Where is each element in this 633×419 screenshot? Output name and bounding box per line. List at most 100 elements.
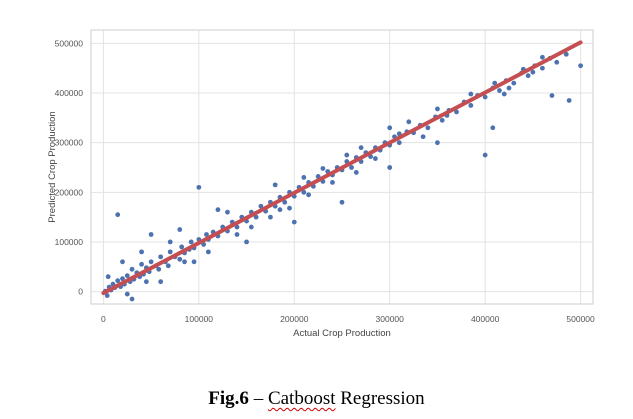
data-point bbox=[563, 51, 569, 57]
data-point bbox=[205, 249, 211, 255]
x-tick-label: 200000 bbox=[280, 314, 309, 324]
data-point bbox=[104, 293, 110, 298]
figure-caption: Fig.6 – Catboost Regression bbox=[0, 388, 633, 410]
x-axis-label: Actual Crop Production bbox=[293, 328, 391, 339]
data-point bbox=[506, 85, 512, 91]
data-point bbox=[165, 263, 171, 269]
x-tick-label: 0 bbox=[101, 314, 106, 324]
y-tick-label: 400000 bbox=[55, 88, 84, 98]
data-point bbox=[177, 227, 183, 232]
data-point bbox=[525, 73, 531, 79]
data-point bbox=[540, 54, 545, 60]
data-point bbox=[158, 254, 164, 260]
data-point bbox=[530, 69, 536, 75]
data-point bbox=[306, 192, 311, 198]
data-point bbox=[167, 239, 173, 245]
data-point bbox=[248, 224, 254, 230]
data-point bbox=[129, 296, 135, 302]
data-point bbox=[115, 212, 121, 218]
y-tick-label: 0 bbox=[78, 287, 83, 297]
x-tick-label: 100000 bbox=[185, 314, 214, 324]
x-tick-label: 400000 bbox=[471, 314, 500, 324]
data-point bbox=[373, 156, 378, 161]
data-point bbox=[301, 175, 307, 180]
data-point bbox=[115, 278, 121, 284]
data-point bbox=[143, 279, 149, 285]
data-point bbox=[234, 232, 240, 237]
x-tick-label: 500000 bbox=[566, 314, 595, 324]
data-point bbox=[225, 209, 230, 215]
data-point bbox=[349, 165, 354, 170]
data-point bbox=[435, 106, 440, 112]
data-point bbox=[406, 119, 412, 125]
data-point bbox=[301, 189, 307, 195]
x-axis-ticks: 0 100000 200000 300000 400000 500000 bbox=[101, 314, 595, 324]
data-point bbox=[396, 140, 402, 146]
data-point bbox=[554, 59, 560, 65]
y-tick-label: 200000 bbox=[55, 187, 84, 197]
caption-word-regression: Regression bbox=[335, 388, 425, 409]
data-point bbox=[578, 63, 583, 69]
y-axis-ticks: 0 100000 200000 300000 400000 500000 bbox=[55, 38, 84, 296]
data-point bbox=[139, 261, 144, 267]
data-point bbox=[139, 249, 144, 255]
data-point bbox=[124, 291, 130, 297]
data-point bbox=[148, 259, 154, 265]
data-point bbox=[148, 232, 154, 237]
data-point bbox=[277, 207, 283, 213]
data-point bbox=[253, 214, 259, 220]
data-point bbox=[234, 224, 240, 230]
data-point bbox=[244, 239, 249, 245]
data-point bbox=[124, 273, 130, 279]
data-point bbox=[129, 266, 135, 272]
data-point bbox=[482, 152, 488, 158]
data-point bbox=[549, 93, 555, 98]
plot-frame bbox=[90, 29, 594, 305]
data-point bbox=[191, 259, 197, 265]
y-axis-label: Predicted Crop Production bbox=[47, 111, 58, 222]
data-point bbox=[439, 117, 445, 123]
data-point bbox=[204, 232, 209, 237]
data-point bbox=[177, 256, 183, 262]
data-point bbox=[492, 80, 498, 86]
data-point bbox=[344, 152, 350, 158]
caption-figure-number: Fig.6 bbox=[208, 388, 249, 409]
data-point bbox=[158, 279, 164, 285]
data-point bbox=[454, 109, 459, 115]
caption-separator: – bbox=[248, 388, 268, 409]
x-tick-label: 300000 bbox=[376, 314, 405, 324]
data-point bbox=[566, 98, 572, 103]
data-point bbox=[420, 134, 426, 140]
data-point bbox=[282, 199, 288, 205]
fit-line bbox=[101, 40, 583, 296]
data-point bbox=[272, 182, 278, 188]
data-point bbox=[188, 239, 194, 245]
data-point bbox=[511, 80, 517, 86]
data-point bbox=[182, 259, 187, 265]
data-point bbox=[387, 165, 393, 170]
data-point bbox=[179, 244, 185, 250]
caption-word-catboost: Catboost bbox=[267, 388, 336, 409]
data-point bbox=[540, 65, 545, 71]
data-point bbox=[215, 207, 221, 213]
data-point bbox=[425, 125, 431, 131]
data-point bbox=[482, 94, 488, 100]
data-point bbox=[435, 140, 440, 146]
data-point bbox=[105, 274, 111, 280]
data-point bbox=[339, 199, 345, 205]
data-point bbox=[358, 145, 364, 151]
grid-lines bbox=[91, 30, 593, 304]
data-point bbox=[320, 166, 326, 171]
data-point bbox=[120, 276, 125, 282]
data-point bbox=[468, 91, 474, 97]
data-point bbox=[468, 103, 474, 108]
y-tick-label: 500000 bbox=[55, 38, 84, 48]
data-point bbox=[353, 170, 359, 175]
data-point bbox=[268, 214, 273, 220]
y-tick-label: 100000 bbox=[55, 237, 84, 247]
data-point bbox=[287, 205, 292, 211]
data-point bbox=[258, 203, 264, 209]
data-point bbox=[291, 219, 297, 225]
data-point bbox=[167, 249, 173, 255]
